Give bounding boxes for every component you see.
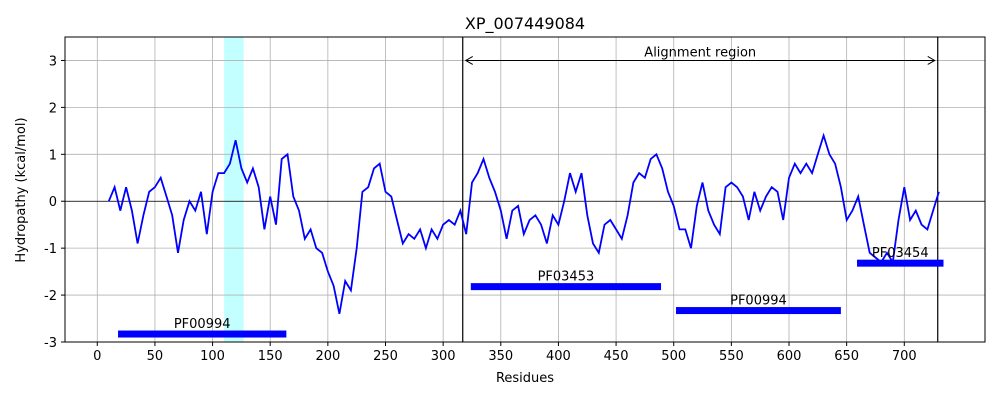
- domain-bar: [676, 307, 841, 315]
- y-tick-label: -1: [44, 242, 57, 257]
- x-tick-label: 450: [604, 349, 629, 364]
- y-tick-label: 2: [49, 101, 57, 116]
- plot-frame: [64, 36, 986, 343]
- arrow-head: [927, 56, 936, 65]
- highlight-span: [224, 37, 244, 342]
- y-tick-label: 1: [49, 148, 57, 163]
- x-tick-label: 350: [488, 349, 513, 364]
- x-tick-label: 300: [431, 349, 456, 364]
- y-tick-label: 3: [49, 54, 57, 69]
- x-tick-label: 150: [258, 349, 283, 364]
- hydropathy-line: [107, 132, 940, 314]
- x-tick-label: 250: [373, 349, 398, 364]
- domain-bar: [857, 259, 944, 267]
- domain-label: PF00994: [730, 294, 787, 309]
- x-axis-label: Residues: [496, 371, 554, 386]
- x-tick-label: 50: [147, 349, 164, 364]
- y-tick-label: 0: [49, 195, 57, 210]
- domain-label: PF00994: [174, 317, 231, 332]
- domain-bar: [118, 330, 287, 338]
- domain-label: PF03454: [872, 246, 929, 261]
- domain-label: PF03453: [538, 270, 595, 285]
- x-tick-label: 700: [892, 349, 917, 364]
- region-label: Alignment region: [644, 45, 756, 60]
- domain-bar: [470, 283, 662, 291]
- x-tick-label: 500: [661, 349, 686, 364]
- x-tick-label: 100: [200, 349, 225, 364]
- y-axis-label: Hydropathy (kcal/mol): [14, 117, 29, 262]
- chart-title: XP_007449084: [465, 14, 585, 34]
- arrow-head: [464, 56, 473, 65]
- y-tick-label: -2: [44, 289, 57, 304]
- x-tick-label: 200: [315, 349, 340, 364]
- x-tick-label: 650: [834, 349, 859, 364]
- y-tick-label: -3: [44, 336, 57, 351]
- x-tick-label: 0: [93, 349, 101, 364]
- x-tick-label: 600: [777, 349, 802, 364]
- x-tick-label: 400: [546, 349, 571, 364]
- x-tick-label: 550: [719, 349, 744, 364]
